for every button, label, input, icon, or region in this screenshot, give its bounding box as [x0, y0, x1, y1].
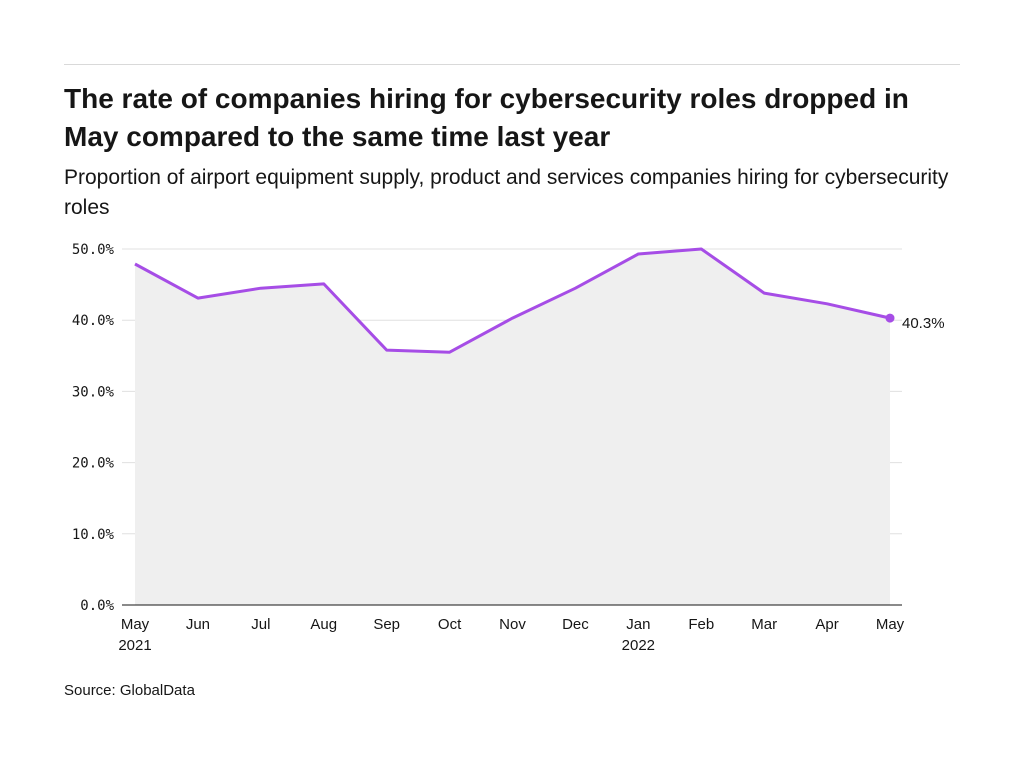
x-tick-label: May: [876, 616, 905, 633]
y-tick-label: 10.0%: [72, 527, 115, 543]
y-axis-labels: 0.0% 10.0% 20.0% 30.0% 40.0% 50.0%: [72, 242, 115, 614]
source-note: Source: GlobalData: [64, 682, 195, 699]
x-tick-label: Jun: [186, 616, 210, 633]
chart-subtitle: Proportion of airport equipment supply, …: [64, 166, 949, 219]
y-tick-label: 50.0%: [72, 242, 115, 258]
x-tick-label: Dec: [562, 616, 589, 633]
x-tick-label: Jan: [626, 616, 650, 633]
y-tick-label: 20.0%: [72, 456, 115, 472]
x-tick-label: Nov: [499, 616, 526, 633]
end-value-label: 40.3%: [902, 315, 945, 332]
end-point-marker: [885, 313, 895, 323]
x-tick-label: Mar: [751, 616, 777, 633]
x-tick-label: Aug: [310, 616, 337, 633]
x-tick-label: Sep: [373, 616, 400, 633]
y-tick-label: 30.0%: [72, 384, 115, 400]
series-line: [134, 247, 891, 354]
x-tick-label: Jul: [251, 616, 270, 633]
x-tick-label: May: [121, 616, 150, 633]
y-tick-label: 0.0%: [80, 598, 114, 614]
x-tick-year-label: 2022: [622, 637, 655, 654]
chart-title: The rate of companies hiring for cyberse…: [64, 83, 909, 152]
x-tick-label: Apr: [815, 616, 838, 633]
x-tick-label: Oct: [438, 616, 462, 633]
y-tick-label: 40.0%: [72, 313, 115, 329]
x-tick-year-label: 2021: [118, 637, 151, 654]
top-rule: [64, 64, 960, 65]
x-axis-labels: May 2021 Jun Jul Aug Sep Oct Nov Dec Jan 2022 Feb Ma…: [118, 616, 904, 654]
area-fill: [135, 249, 890, 605]
x-tick-label: Feb: [688, 616, 714, 633]
